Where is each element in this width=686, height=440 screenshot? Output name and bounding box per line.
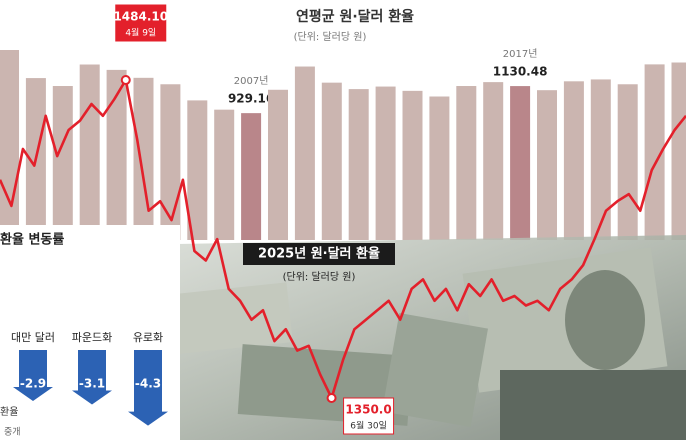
annual-bars: 2007년 929.16 2017년 1130.48 (0, 48, 686, 241)
bar (537, 90, 557, 240)
bar-category: 2017년 (503, 48, 538, 60)
bar (456, 86, 477, 240)
bar (563, 81, 584, 240)
annotation-date: 4월 9일 (125, 27, 156, 39)
value-label: -4.3 (135, 377, 161, 391)
bar (133, 77, 154, 240)
bar (214, 109, 235, 241)
chart-subtitle: (단위: 달러당 원) (294, 30, 367, 43)
annotation-marker (120, 75, 131, 85)
value-label: -2.9 (20, 377, 46, 391)
line-title: 2025년 원·달러 환율 (258, 246, 380, 262)
bar (241, 113, 262, 240)
bar (321, 82, 342, 240)
bar (294, 66, 315, 240)
change-title: 환율 변동률 (0, 232, 64, 248)
bar (429, 96, 450, 241)
annotation-marker (326, 393, 337, 403)
line-subtitle: (단위: 달러당 원) (283, 270, 356, 283)
bar-category: 2007년 (234, 75, 269, 87)
arrow-bar (72, 350, 112, 405)
bar (483, 82, 504, 241)
line-title-box (243, 243, 395, 265)
bar (402, 90, 423, 240)
bar (187, 100, 208, 241)
bar (160, 84, 181, 240)
category-label: 대만 달러 (11, 331, 55, 344)
bar (590, 79, 611, 240)
annotations: 1484.10 4월 9일 1350.0 6월 30일 (113, 4, 395, 435)
annotation-box (343, 397, 395, 435)
note: 환율 (0, 406, 18, 418)
note: 중개 (4, 427, 21, 438)
value-label: -3.1 (79, 377, 105, 391)
arrow-bar (128, 350, 168, 426)
bar-value: 929.16 (228, 92, 274, 106)
bar (510, 86, 531, 241)
bar (268, 89, 288, 241)
annotation-box (115, 4, 167, 42)
bar (106, 69, 127, 240)
bar (617, 84, 638, 240)
category-label: 파운드화 (72, 331, 112, 344)
bar (348, 89, 369, 240)
category-label: 유로화 (133, 331, 163, 344)
photo (120, 235, 686, 440)
bar (0, 50, 19, 240)
bar (375, 86, 396, 241)
bar (671, 62, 686, 240)
annotation-value: 1484.10 (113, 10, 168, 24)
bar-value: 1130.48 (493, 65, 548, 79)
chart-title: 연평균 원·달러 환율 (296, 8, 414, 25)
bar (644, 64, 665, 240)
annotation-date: 6월 30일 (350, 420, 387, 432)
daily-line (0, 78, 686, 400)
bar (52, 86, 73, 240)
change-panel: 대만 달러 -2.9 파운드화 -3.1 유로화 -4.3 (0, 225, 180, 440)
arrow-bar (13, 350, 53, 402)
line (0, 78, 686, 400)
annotation-value: 1350.0 (345, 403, 391, 417)
bar (79, 64, 100, 241)
